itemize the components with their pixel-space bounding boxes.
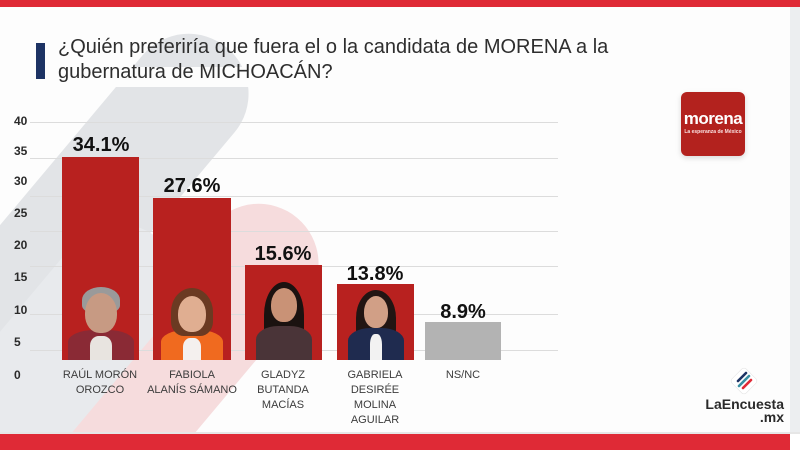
- photo-shirt: [183, 338, 201, 360]
- photo-face: [84, 293, 117, 333]
- y-tick: 10: [14, 303, 28, 317]
- y-tick: 40: [14, 114, 28, 128]
- category-label-line: MACÍAS: [261, 399, 305, 411]
- candidate-photo: [344, 288, 408, 360]
- laencuesta-icon: [730, 367, 758, 395]
- candidate-photo: [66, 285, 136, 360]
- gridline: [30, 231, 558, 232]
- chart-title-line-1: ¿Quién preferiría que fuera el o la cand…: [58, 36, 609, 58]
- bar-gabriela-molina[interactable]: [337, 284, 414, 360]
- value-label: 15.6%: [254, 243, 312, 265]
- laencuesta-logo: LaEncuesta .mx: [700, 367, 790, 427]
- photo-face: [270, 288, 297, 322]
- y-tick: 25: [14, 206, 28, 220]
- y-tick: 35: [14, 144, 28, 158]
- value-label: 8.9%: [440, 301, 486, 323]
- y-tick: 20: [14, 238, 28, 252]
- category-label-line: AGUILAR: [350, 414, 400, 426]
- morena-logo-tagline: La esperanza de México: [684, 129, 742, 135]
- chart-title-line-2: gubernatura de MICHOACÁN?: [58, 61, 333, 83]
- y-tick: 15: [14, 270, 28, 284]
- photo-body: [255, 326, 312, 360]
- category-label-line: MOLINA: [353, 399, 397, 411]
- bar-raul-moron[interactable]: [62, 157, 139, 360]
- chart-title: ¿Quién preferiría que fuera el o la cand…: [58, 35, 618, 85]
- category-label: NS/NC: [413, 368, 513, 383]
- bar-chart: 40 35 30 25 20 15 10 5 0 34.1% RAÚL MORÓ…: [0, 7, 790, 432]
- category-label-line: OROZCO: [75, 384, 125, 396]
- category-label-line: GABRIELA: [347, 369, 403, 381]
- title-accent-bar: [36, 43, 45, 79]
- category-label-line: NS/NC: [445, 369, 481, 381]
- category-label-line: RAÚL MORÓN: [62, 369, 138, 381]
- photo-face: [178, 296, 206, 332]
- bottom-separator: [0, 432, 800, 434]
- category-label: GLADYZ BUTANDA MACÍAS: [233, 368, 333, 413]
- category-label-line: BUTANDA: [257, 384, 309, 396]
- top-accent-bar: [0, 0, 800, 7]
- gridline: [30, 196, 558, 197]
- laencuesta-suffix: .mx: [759, 409, 784, 425]
- category-label-line: DESIRÉE: [350, 384, 400, 396]
- y-tick: 0: [14, 368, 21, 382]
- category-label-line: FABIOLA: [169, 369, 215, 381]
- morena-logo: morena La esperanza de México: [681, 92, 745, 156]
- bar-ns-nc[interactable]: [425, 322, 501, 360]
- category-label-line: ALANÍS SÁMANO: [147, 384, 237, 396]
- photo-shirt: [369, 334, 382, 360]
- bar-fabiola-alanis[interactable]: [153, 198, 231, 360]
- morena-logo-text: morena: [683, 109, 743, 128]
- category-label: GABRIELA DESIRÉE MOLINA AGUILAR: [325, 368, 425, 428]
- value-label: 34.1%: [72, 134, 130, 156]
- candidate-photo: [252, 280, 316, 360]
- value-label: 13.8%: [346, 263, 404, 285]
- category-label-line: GLADYZ: [260, 369, 305, 381]
- laencuesta-name: LaEncuesta: [705, 396, 784, 412]
- photo-face: [363, 296, 388, 328]
- y-tick: 5: [14, 335, 21, 349]
- photo-shirt: [89, 336, 112, 360]
- bottom-accent-bar: [0, 434, 790, 450]
- bar-gladyz-butanda[interactable]: [245, 265, 322, 360]
- gridline: [30, 158, 558, 159]
- category-label: RAÚL MORÓN OROZCO: [50, 368, 150, 398]
- candidate-photo: [159, 286, 225, 360]
- value-label: 27.6%: [163, 175, 221, 197]
- gridline: [30, 122, 558, 123]
- header-backdrop: [0, 67, 790, 87]
- chart-card: ¿Quién preferiría que fuera el o la cand…: [0, 7, 790, 432]
- right-edge: [790, 7, 800, 432]
- category-label: FABIOLA ALANÍS SÁMANO: [142, 368, 242, 398]
- y-tick: 30: [14, 174, 28, 188]
